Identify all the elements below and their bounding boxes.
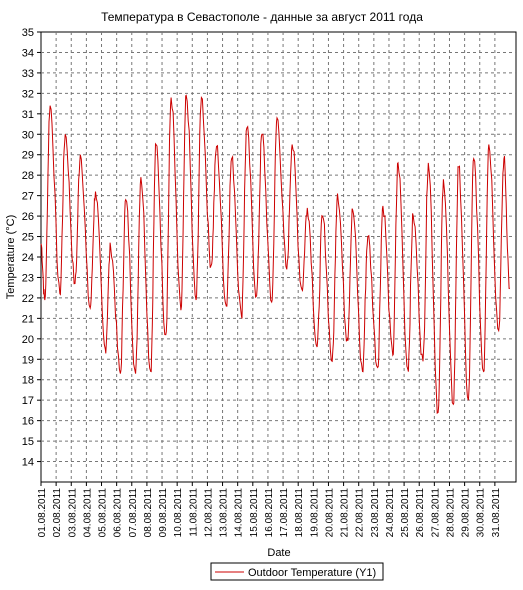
- x-tick-label: 07.08.2011: [128, 488, 139, 538]
- y-tick-label: 33: [22, 68, 34, 80]
- x-tick-label: 19.08.2011: [309, 488, 320, 538]
- y-tick-label: 31: [22, 109, 34, 121]
- x-axis: 01.08.2011 02.08.2011 03.08.2011 04.08.2011…: [37, 482, 502, 537]
- y-axis: 14 15 16 17 18 19 20 21 22 23 24 25 26 27 28 29 30 31 32 33…: [22, 27, 41, 469]
- x-tick-label: 28.08.2011: [445, 488, 456, 538]
- x-tick-label: 01.08.2011: [37, 488, 48, 538]
- x-tick-label: 29.08.2011: [461, 488, 472, 538]
- x-axis-label: Date: [267, 547, 290, 559]
- x-tick-label: 14.08.2011: [234, 488, 245, 538]
- x-tick-label: 20.08.2011: [324, 488, 335, 538]
- x-tick-label: 16.08.2011: [264, 488, 275, 538]
- y-tick-label: 34: [22, 47, 34, 59]
- x-tick-label: 09.08.2011: [158, 488, 169, 538]
- x-tick-label: 04.08.2011: [82, 488, 93, 538]
- y-tick-label: 14: [22, 457, 34, 469]
- chart-title: Температура в Севастополе - данные за ав…: [101, 10, 423, 24]
- x-tick-label: 05.08.2011: [98, 488, 109, 538]
- y-tick-label: 22: [22, 293, 34, 305]
- x-tick-label: 03.08.2011: [67, 488, 78, 538]
- legend-box: [210, 562, 384, 581]
- x-tick-label: 23.08.2011: [370, 488, 381, 538]
- y-tick-label: 18: [22, 375, 34, 387]
- y-tick-label: 28: [22, 170, 34, 182]
- legend: Outdoor Temperature (Y1): [210, 562, 384, 581]
- x-tick-label: 10.08.2011: [173, 488, 184, 538]
- y-tick-label: 29: [22, 150, 34, 162]
- y-axis-label: Temperature (°C): [5, 215, 17, 299]
- y-tick-label: 26: [22, 211, 34, 223]
- y-tick-label: 19: [22, 354, 34, 366]
- y-tick-label: 23: [22, 272, 34, 284]
- x-tick-label: 31.08.2011: [491, 488, 502, 538]
- x-tick-label: 21.08.2011: [340, 488, 351, 538]
- x-tick-label: 24.08.2011: [385, 488, 396, 538]
- x-tick-label: 26.08.2011: [415, 488, 426, 538]
- x-tick-label: 02.08.2011: [52, 488, 63, 538]
- x-tick-label: 27.08.2011: [430, 488, 441, 538]
- x-tick-label: 18.08.2011: [294, 488, 305, 538]
- y-tick-label: 15: [22, 436, 34, 448]
- x-tick-label: 15.08.2011: [249, 488, 260, 538]
- y-tick-label: 32: [22, 88, 34, 100]
- y-tick-label: 25: [22, 232, 34, 244]
- series-line-outdoor-temperature: [40, 94, 511, 415]
- x-tick-label: 08.08.2011: [143, 488, 154, 538]
- x-tick-label: 12.08.2011: [203, 488, 214, 538]
- y-tick-label: 20: [22, 334, 34, 346]
- y-tick-label: 27: [22, 191, 34, 203]
- legend-label: Outdoor Temperature (Y1): [248, 567, 376, 579]
- y-tick-label: 16: [22, 416, 34, 428]
- y-tick-label: 24: [22, 252, 34, 264]
- y-tick-label: 35: [22, 27, 34, 39]
- y-tick-label: 30: [22, 129, 34, 141]
- x-tick-label: 25.08.2011: [400, 488, 411, 538]
- y-tick-label: 21: [22, 313, 34, 325]
- x-tick-label: 17.08.2011: [279, 488, 290, 538]
- x-tick-label: 11.08.2011: [188, 488, 199, 537]
- x-tick-label: 22.08.2011: [355, 488, 366, 538]
- x-tick-label: 30.08.2011: [476, 488, 487, 538]
- x-tick-label: 13.08.2011: [219, 488, 230, 538]
- x-tick-label: 06.08.2011: [113, 488, 124, 538]
- y-tick-label: 17: [22, 395, 34, 407]
